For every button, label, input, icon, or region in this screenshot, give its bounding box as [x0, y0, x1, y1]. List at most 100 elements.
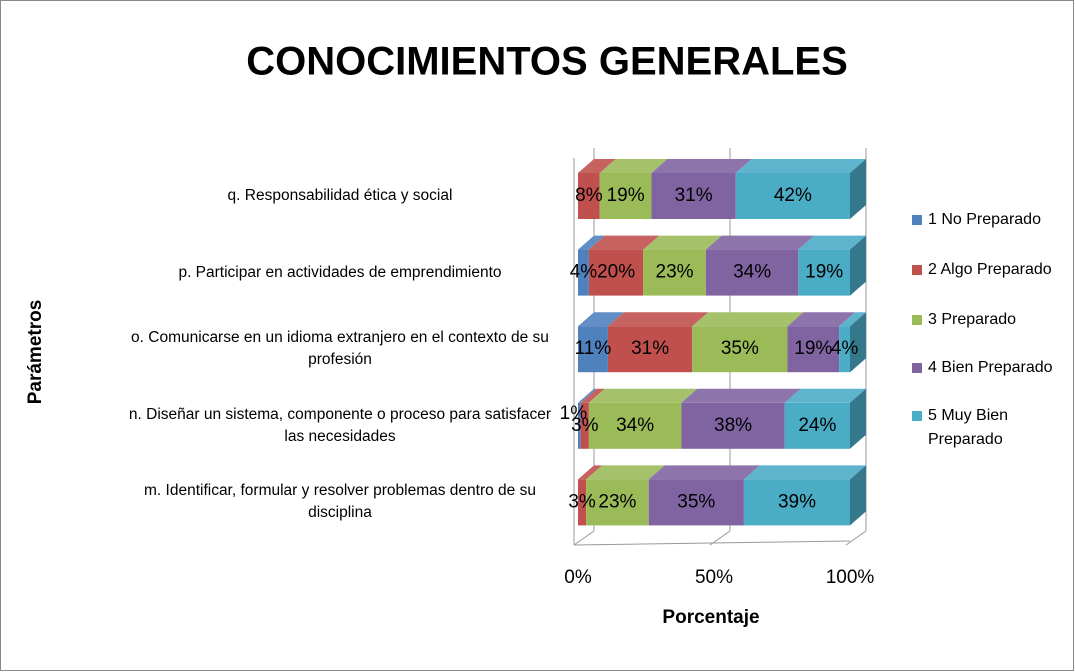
y-axis-title: Parámetros: [25, 300, 46, 405]
bar-top: [578, 159, 616, 173]
data-label: 3%: [568, 491, 596, 512]
data-label: 38%: [714, 415, 752, 436]
data-label: 1%: [560, 403, 588, 424]
bar: [578, 173, 600, 219]
legend-label: 2 Algo Preparado: [928, 261, 1052, 278]
bar: [607, 326, 693, 373]
data-label: 42%: [774, 185, 812, 206]
bar-top: [839, 312, 866, 327]
bar: [787, 326, 840, 373]
bar-top: [692, 312, 804, 327]
bar-top: [580, 388, 605, 403]
bar-top: [578, 465, 603, 480]
data-label: 23%: [598, 491, 636, 512]
bar: [586, 479, 649, 526]
bar: [578, 326, 608, 373]
data-label: 35%: [721, 338, 759, 359]
bar-top: [681, 388, 801, 403]
x-tick-label: 0%: [564, 567, 592, 588]
bar-top: [588, 388, 698, 403]
bar: [648, 479, 744, 526]
data-label: 34%: [616, 415, 654, 436]
legend-swatch: [912, 315, 922, 325]
data-label: 23%: [656, 262, 694, 283]
x-tick-label: 100%: [826, 567, 875, 588]
legend-swatch: [912, 215, 922, 225]
bar-side: [850, 465, 866, 526]
data-label: 35%: [677, 491, 715, 512]
bar: [578, 479, 587, 526]
bar: [588, 249, 644, 296]
data-label: 3%: [571, 415, 599, 436]
data-label: 24%: [798, 415, 836, 436]
bar-top: [586, 465, 665, 480]
bar: [681, 402, 785, 449]
bar: [705, 249, 799, 296]
data-label: 31%: [675, 185, 713, 206]
bar: [798, 249, 850, 296]
bar-side: [850, 235, 866, 296]
legend-label: 3 Preparado: [928, 311, 1017, 328]
category-label: n. Diseñar un sistema, componente o proc…: [128, 405, 552, 445]
x-tick-label: 50%: [695, 567, 733, 588]
bar-top: [588, 235, 660, 250]
category-label: q. Responsabilidad ética y social: [227, 187, 453, 204]
category-label: o. Comunicarse en un idioma extranjero e…: [131, 329, 549, 369]
bar-top: [705, 235, 815, 250]
bar-side: [850, 388, 866, 449]
grid-floor: [709, 530, 731, 546]
bar-side: [850, 159, 866, 219]
bar: [839, 326, 850, 373]
data-label: 4%: [831, 338, 859, 359]
grid-floor: [573, 530, 595, 546]
data-label: 4%: [570, 262, 598, 283]
data-label: 34%: [733, 262, 771, 283]
legend-swatch: [912, 363, 922, 373]
data-label: 19%: [607, 185, 645, 206]
category-label: m. Identificar, formular y resolver prob…: [144, 482, 536, 522]
bar: [580, 402, 589, 449]
bar: [578, 249, 589, 296]
data-label: 19%: [805, 262, 843, 283]
bar-top: [578, 388, 597, 403]
bar: [651, 173, 736, 219]
bar-top: [599, 159, 668, 173]
bar: [735, 173, 850, 219]
legend-swatch: [912, 265, 922, 275]
bar-top: [648, 465, 760, 480]
data-label: 19%: [794, 338, 832, 359]
bar-top: [798, 235, 866, 250]
data-label: 31%: [631, 338, 669, 359]
bar: [578, 402, 581, 449]
bar-top: [651, 159, 752, 173]
category-label: p. Participar en actividades de emprendi…: [178, 263, 502, 281]
bar: [692, 326, 788, 373]
bar-top: [643, 235, 722, 250]
x-axis-title: Porcentaje: [662, 607, 759, 628]
bar-top: [743, 465, 866, 480]
bar-side: [850, 312, 866, 373]
data-label: 8%: [575, 185, 603, 206]
legend-label: 5 Muy Bien Preparado: [928, 407, 1009, 448]
data-label: 39%: [778, 491, 816, 512]
bar-top: [787, 312, 856, 327]
bar-top: [735, 159, 866, 173]
data-label: 11%: [575, 338, 612, 359]
bar-top: [578, 312, 624, 327]
bar-top: [607, 312, 709, 327]
bar: [743, 479, 850, 526]
bar-top: [784, 388, 866, 403]
chart-title: CONOCIMIENTOS GENERALES: [246, 40, 848, 84]
bar-top: [578, 235, 605, 250]
grid-floor: [845, 530, 867, 546]
bar: [643, 249, 706, 296]
legend-label: 4 Bien Preparado: [928, 359, 1053, 376]
data-label: 20%: [597, 262, 635, 283]
legend-swatch: [912, 411, 922, 421]
bar: [588, 402, 682, 449]
bar: [784, 402, 850, 449]
bar: [599, 173, 652, 219]
